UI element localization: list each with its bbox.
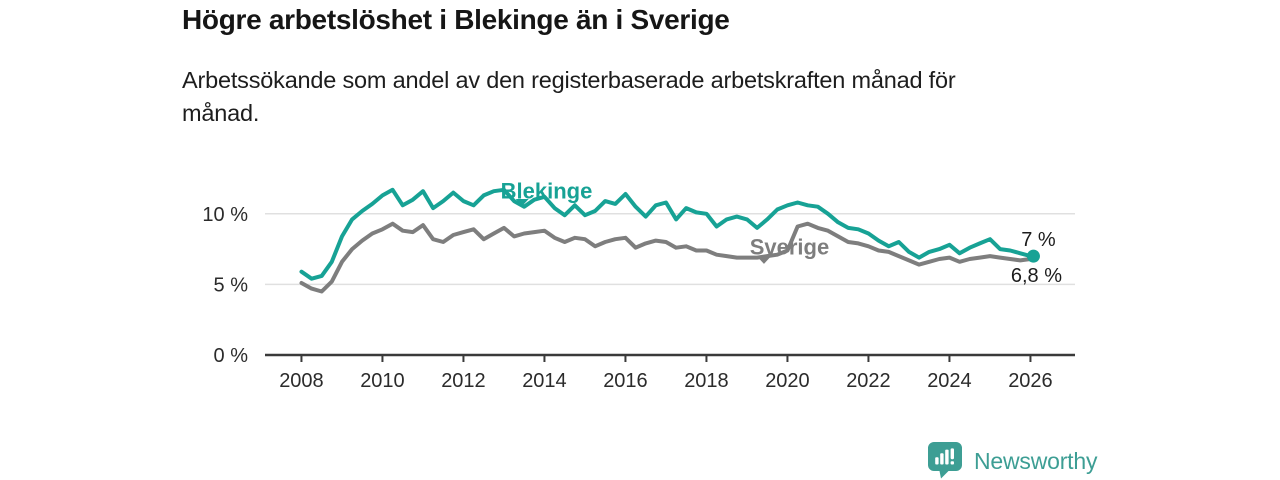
x-tick-label: 2020	[765, 370, 810, 392]
newsworthy-logo-icon	[928, 442, 962, 479]
series-label-blekinge: Blekinge	[501, 178, 593, 203]
x-tick-label: 2012	[441, 370, 486, 392]
x-tick-label: 2024	[927, 370, 972, 392]
x-tick-label: 2016	[603, 370, 648, 392]
series-end-dot-blekinge	[1026, 249, 1040, 263]
series-line-blekinge	[299, 187, 1033, 281]
logo-bars-icon	[935, 448, 954, 465]
x-tick-label: 2018	[684, 370, 729, 392]
y-tick-label: 0 %	[214, 345, 249, 367]
x-tick-label: 2008	[279, 370, 324, 392]
series-end-value-sverige: 6,8 %	[1011, 265, 1062, 287]
y-tick-label: 10 %	[202, 204, 248, 226]
logo-bubble	[928, 442, 962, 479]
x-tick-label: 2010	[360, 370, 405, 392]
series-line-sverige	[299, 221, 1033, 294]
brand-name: Newsworthy	[974, 447, 1098, 474]
chart-subtitle: Arbetssökande som andel av den registerb…	[182, 67, 956, 126]
x-tick-label: 2014	[522, 370, 567, 392]
x-tick-label: 2026	[1008, 370, 1053, 392]
brand-footer: Newsworthy	[928, 442, 1097, 479]
series-label-caret-sverige	[757, 256, 771, 264]
series-label-caret-blekinge	[515, 199, 529, 207]
chart-title: Högre arbetslöshet i Blekinge än i Sveri…	[182, 4, 730, 35]
y-tick-label: 5 %	[214, 274, 249, 296]
series-end-value-blekinge: 7 %	[1021, 229, 1056, 251]
series-label-sverige: Sverige	[750, 234, 830, 259]
x-tick-label: 2022	[846, 370, 891, 392]
